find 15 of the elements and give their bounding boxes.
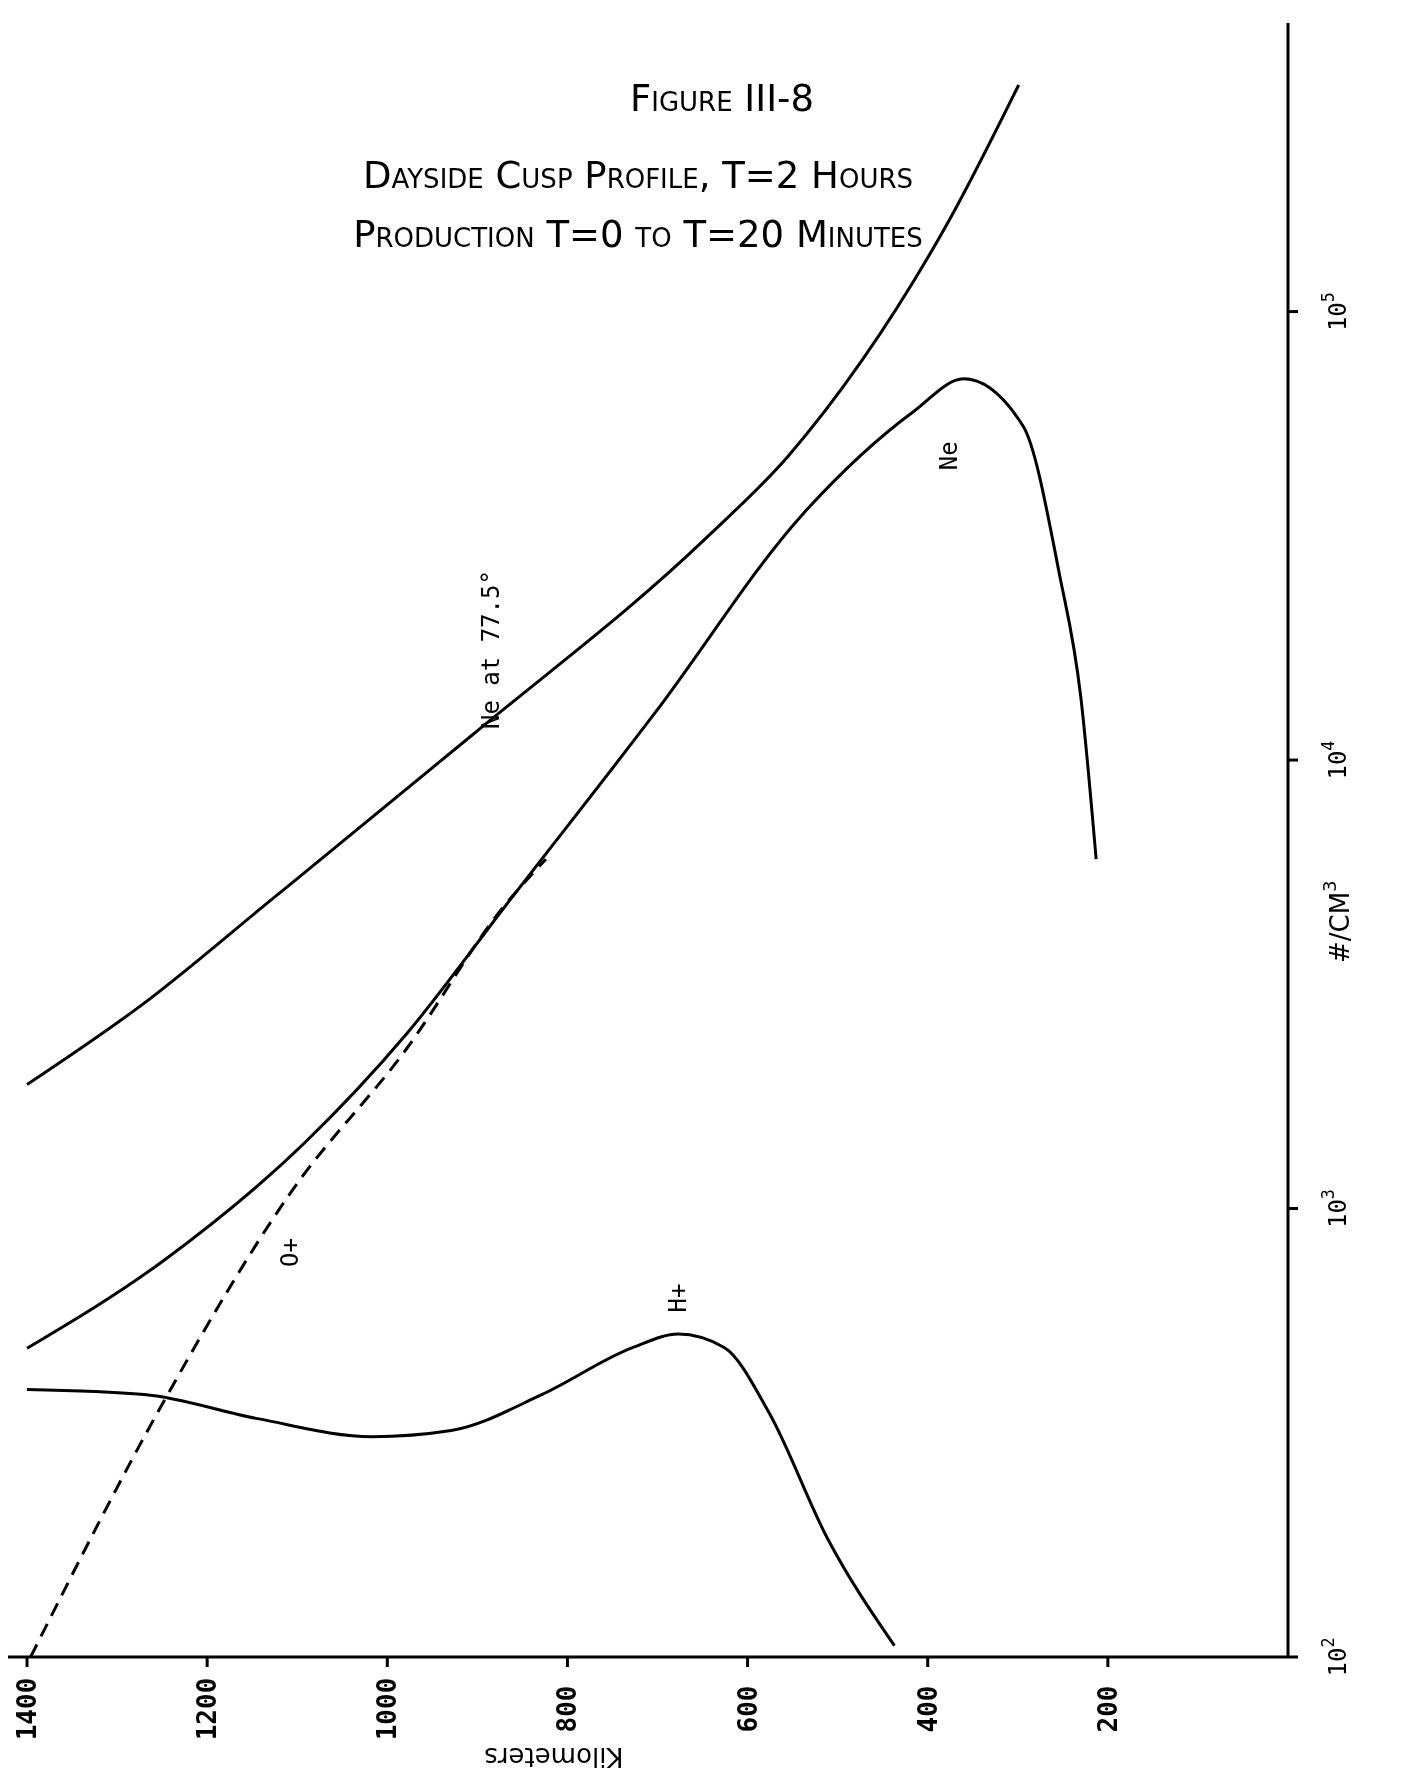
text: H+ xyxy=(664,1283,693,1313)
x-tick-label: 600 xyxy=(732,1685,763,1733)
x-axis-title: Kilometers xyxy=(484,1742,624,1772)
x-tick-label: 1000 xyxy=(372,1677,403,1741)
text: Figure III-8 xyxy=(629,77,815,120)
text: Ne xyxy=(935,441,964,471)
x-tick-label: 1200 xyxy=(192,1677,223,1741)
x-tick-label: 800 xyxy=(552,1685,583,1733)
text: O+ xyxy=(276,1238,305,1267)
text: Dayside Cusp Profile, T=2 Hours xyxy=(362,154,914,197)
x-tick-label: 200 xyxy=(1092,1685,1123,1733)
annotation: Production T=0 to T=20 Minutes xyxy=(352,213,924,256)
x-tick-label: 400 xyxy=(912,1685,943,1733)
x-tick-label: 1400 xyxy=(12,1677,43,1741)
line-series xyxy=(25,83,1021,1087)
